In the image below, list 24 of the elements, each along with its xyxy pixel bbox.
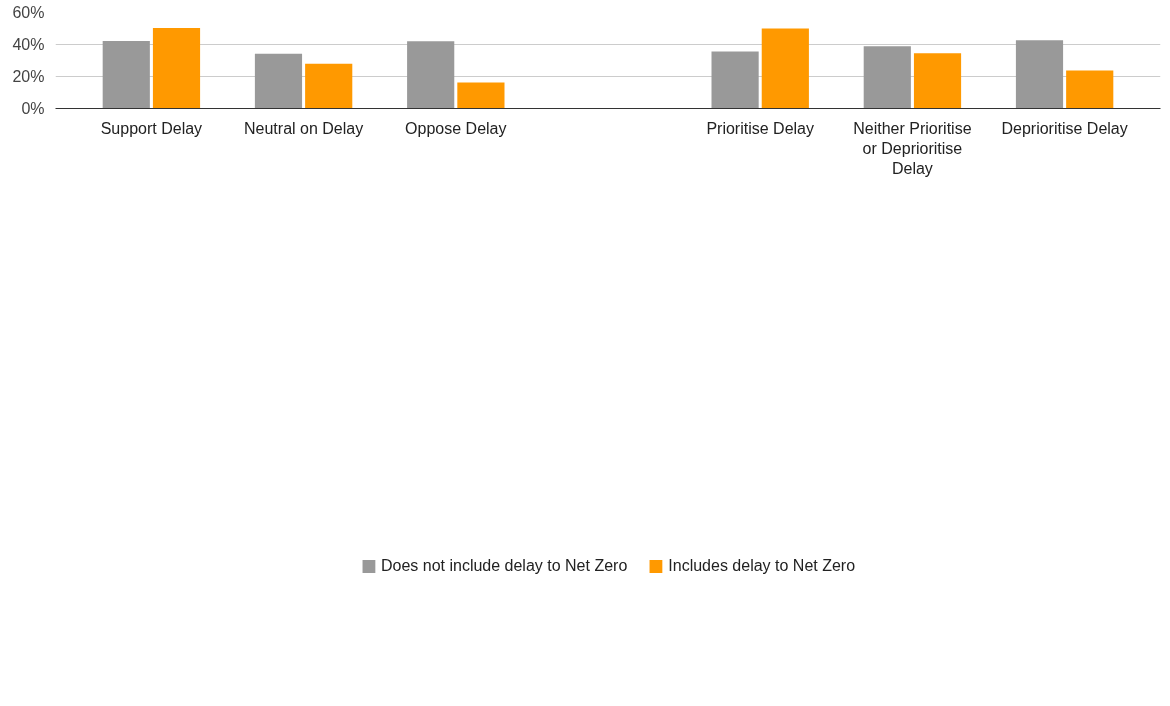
x-tick-label: Neutral on Delay bbox=[244, 119, 364, 137]
bar bbox=[457, 82, 505, 109]
bar bbox=[102, 40, 150, 109]
x-tick-label: Neither Prioritise or Deprioritise Delay bbox=[853, 119, 972, 178]
x-tick-label: Deprioritise Delay bbox=[1001, 119, 1128, 137]
bar bbox=[407, 41, 455, 109]
bar bbox=[913, 53, 962, 109]
bar bbox=[1015, 40, 1064, 109]
x-tick-label: Prioritise Delay bbox=[706, 119, 814, 137]
bar bbox=[1066, 70, 1114, 109]
bar bbox=[254, 53, 303, 109]
x-tick-label: Support Delay bbox=[100, 119, 203, 137]
bar bbox=[863, 46, 911, 109]
bar bbox=[305, 63, 353, 109]
bar bbox=[761, 28, 809, 109]
y-tick-label: 20% bbox=[12, 68, 45, 85]
x-tick-label: Oppose Delay bbox=[405, 119, 507, 137]
legend-label: Does not include delay to Net Zero bbox=[380, 556, 628, 575]
bar bbox=[152, 28, 201, 109]
y-tick-label: 60% bbox=[12, 4, 45, 21]
bar bbox=[711, 51, 759, 109]
y-tick-label: 40% bbox=[12, 36, 45, 53]
legend-label: Includes delay to Net Zero bbox=[668, 556, 856, 575]
y-tick-label: 0% bbox=[21, 100, 45, 117]
